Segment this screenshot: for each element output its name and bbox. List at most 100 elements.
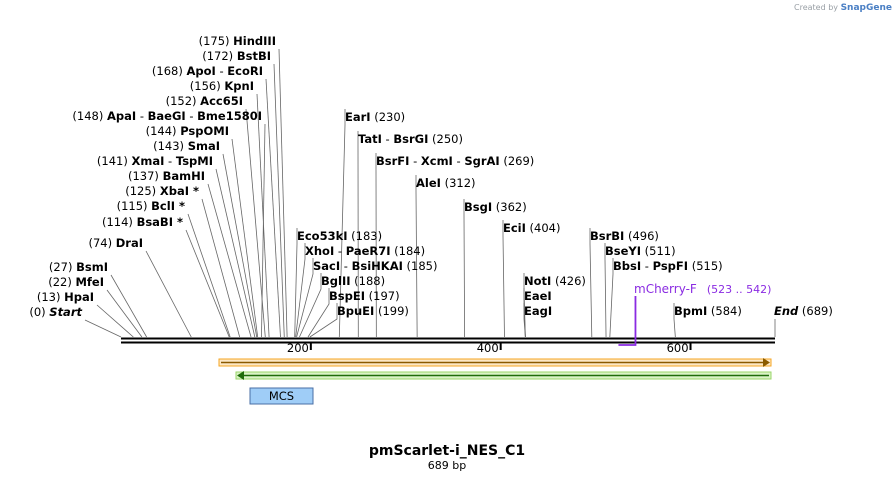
enzyme-name: PspOMI <box>180 124 229 138</box>
site-bpmi-leader <box>673 303 676 338</box>
site-alei-leader <box>415 175 418 338</box>
site-position: (511) <box>641 244 676 258</box>
site-position: (114) <box>102 215 137 229</box>
site-bamhi-label: (137) BamHI <box>128 169 205 183</box>
site-eco53ki-label: Eco53kI (183) <box>297 229 382 243</box>
enzyme-name: MfeI <box>75 275 104 289</box>
primer-range: (523 .. 542) <box>707 283 772 296</box>
ruler-label: 200 <box>287 341 309 355</box>
site-bpuei-leader <box>309 303 338 338</box>
enzyme-name: BspEI <box>329 289 365 303</box>
site-position: (0) <box>29 305 49 319</box>
site-alei-label: AleI (312) <box>416 176 476 190</box>
enzyme-name: BpmI <box>674 304 707 318</box>
enzyme-name: PaeR7I <box>346 244 391 258</box>
enzyme-name: ApoI <box>187 64 216 78</box>
site-position: (141) <box>97 154 132 168</box>
site-smai-label: (143) SmaI <box>153 139 220 153</box>
site-ecii-label: EciI (404) <box>503 221 561 235</box>
enzyme-name: TspMI <box>176 154 213 168</box>
separator: - <box>136 109 147 123</box>
enzyme-name: End <box>774 304 799 318</box>
site-leader-lines <box>84 48 776 338</box>
site-bsrfi-label: BsrFI - XcmI - SgrAI (269) <box>376 154 534 168</box>
separator: - <box>340 259 351 273</box>
enzyme-name: XbaI * <box>160 184 199 198</box>
site-noti-label: NotI (426) <box>524 274 586 288</box>
site-bstbi-leader <box>273 63 285 338</box>
site-hpai-leader <box>96 304 134 338</box>
site-position: (125) <box>125 184 160 198</box>
site-position: (689) <box>798 304 833 318</box>
ruler-label: 600 <box>667 341 689 355</box>
site-bbsi-label: BbsI - PspFI (515) <box>613 259 723 273</box>
site-position: (185) <box>403 259 438 273</box>
site-position: (172) <box>202 49 237 63</box>
site-end-label: End (689) <box>774 304 833 318</box>
site-position: (143) <box>153 139 188 153</box>
enzyme-name: SacI <box>313 259 340 273</box>
site-eco53ki-leader <box>294 228 298 338</box>
enzyme-name: SmaI <box>188 139 220 153</box>
site-bpmi-label: BpmI (584) <box>674 304 742 318</box>
site-bsmi-leader <box>110 274 147 338</box>
enzyme-name: EcoRI <box>227 64 263 78</box>
site-eagi-leader <box>523 303 526 338</box>
primer-mcherry-f-label: mCherry-F (523 .. 542) <box>634 282 771 296</box>
enzyme-name: Start <box>49 305 82 319</box>
feature-reverse-arrowhead <box>237 371 244 380</box>
site-bsrbi-label: BsrBI (496) <box>590 229 659 243</box>
site-start-label: (0) Start <box>29 305 82 319</box>
site-tati-label: TatI - BsrGI (250) <box>358 132 463 146</box>
enzyme-name: EagI <box>524 304 552 318</box>
enzyme-name: BsmI <box>76 260 108 274</box>
site-eagi-label: EagI <box>524 304 552 318</box>
separator: - <box>186 109 197 123</box>
site-xhoi-leader <box>295 243 306 338</box>
site-hpai-label: (13) HpaI <box>37 290 94 304</box>
enzyme-name: AleI <box>416 176 441 190</box>
feature-forward-arrowhead <box>763 358 770 367</box>
site-position: (250) <box>428 132 463 146</box>
enzyme-name: HindIII <box>233 34 276 48</box>
site-position: (152) <box>166 94 201 108</box>
site-bsabi-leader <box>185 229 230 338</box>
site-hindiii-label: (175) HindIII <box>199 34 276 48</box>
site-position: (269) <box>500 154 535 168</box>
site-position: (115) <box>117 199 152 213</box>
site-hindiii-leader <box>278 48 288 338</box>
site-position: (188) <box>351 274 386 288</box>
dna-backbone <box>121 337 775 344</box>
ruler: 200 400 600 <box>287 341 692 355</box>
enzyme-name: DraI <box>116 236 143 250</box>
site-bbsi-leader <box>609 258 614 338</box>
credit-prefix: Created by <box>794 3 839 12</box>
site-apoi-leader <box>265 78 281 338</box>
site-position: (183) <box>348 229 383 243</box>
site-pspomi-label: (144) PspOMI <box>146 124 229 138</box>
enzyme-name: BsrFI <box>376 154 409 168</box>
site-bspei-leader <box>307 288 330 338</box>
site-acc65i-label: (152) Acc65I <box>166 94 243 108</box>
site-position: (13) <box>37 290 64 304</box>
site-position: (496) <box>624 229 659 243</box>
site-kpni-leader <box>256 93 270 338</box>
enzyme-name: BglII <box>321 274 351 288</box>
enzyme-name: NotI <box>524 274 551 288</box>
site-smai-leader <box>222 153 258 338</box>
site-ecii-leader <box>502 220 505 338</box>
site-bsgi-label: BsgI (362) <box>464 200 527 214</box>
plasmid-length: 689 bp <box>428 459 466 472</box>
site-apai-leader <box>261 123 266 338</box>
site-position: (148) <box>72 109 107 123</box>
site-start-leader <box>84 319 122 338</box>
separator: - <box>409 154 420 168</box>
site-labels: (0) Start(13) HpaI(22) MfeI(27) BsmI (74)… <box>29 34 833 319</box>
separator: - <box>334 244 345 258</box>
plasmid-name: pmScarlet-i_NES_C1 <box>369 443 525 459</box>
site-position: (144) <box>146 124 181 138</box>
site-eari-label: EarI (230) <box>345 110 405 124</box>
enzyme-name: BsiHKAI <box>352 259 403 273</box>
enzyme-name: HpaI <box>64 290 94 304</box>
enzyme-name: BsrGI <box>393 132 428 146</box>
